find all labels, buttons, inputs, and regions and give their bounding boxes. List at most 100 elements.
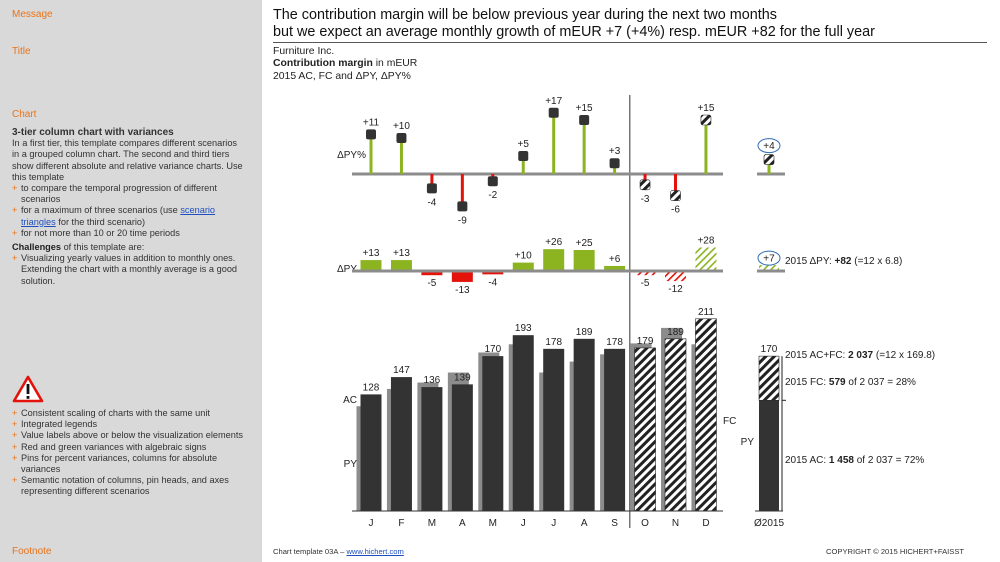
warning-icon: [12, 375, 44, 408]
use-bullet-list: to compare the temporal progression of d…: [12, 183, 244, 239]
column-value-label: 189: [576, 327, 593, 338]
abs-value-label: -5: [641, 278, 650, 289]
abs-variance-bar: [482, 271, 504, 275]
abs-value-label: +6: [609, 254, 621, 265]
scenario-triangles-link[interactable]: scenario triangles: [21, 205, 216, 227]
abs-avg-label: +7: [763, 254, 775, 265]
category-label: J: [369, 518, 374, 529]
abs-value-label: -12: [668, 284, 683, 295]
abs-variance-bar: [451, 271, 473, 282]
challenge-bullet: Visualizing yearly values in addition to…: [12, 253, 244, 287]
column-value-label: 211: [698, 307, 714, 318]
company-name: Furniture Inc.: [273, 46, 335, 57]
ac-column: [421, 387, 443, 511]
abs-value-label: +26: [545, 237, 562, 248]
column-value-label: 136: [424, 375, 441, 386]
warning-bullet: Value labels above or below the visualiz…: [12, 430, 244, 441]
abs-avg-bar: [759, 265, 779, 271]
category-label: F: [398, 518, 404, 529]
pct-pin-head: [396, 133, 407, 143]
ac-legend: AC: [343, 395, 357, 406]
abs-value-label: +28: [697, 235, 714, 246]
column-value-label: 170: [484, 344, 501, 355]
pct-value-label: +10: [393, 121, 410, 132]
py-avg-legend: PY: [741, 437, 755, 448]
pct-value-label: -4: [427, 197, 436, 208]
pct-value-label: -2: [488, 190, 497, 201]
category-label: M: [428, 518, 436, 529]
category-label: S: [611, 518, 618, 529]
ac-column: [573, 338, 595, 511]
avg-fc-column: [758, 355, 780, 401]
column-value-label: 139: [454, 372, 471, 383]
column-value-label: 189: [667, 327, 684, 338]
abs-value-label: -5: [427, 278, 436, 289]
measure-title: Contribution margin in mEUR: [273, 58, 417, 70]
abs-value-label: -4: [488, 277, 497, 288]
challenges-rest: of this template are:: [61, 242, 145, 253]
warning-bullet: Red and green variances with algebraic s…: [12, 442, 244, 453]
abs-variance-bar: [573, 250, 595, 271]
fc-column: [664, 338, 687, 512]
warning-bullet: Consistent scaling of charts with the sa…: [12, 408, 244, 419]
avg-total-label: 170: [761, 344, 778, 355]
abs-variance-bar: [360, 260, 382, 271]
use-bullet: to compare the temporal progression of d…: [12, 183, 244, 205]
pct-avg-label: +4: [763, 141, 775, 152]
message-line-2: but we expect an average monthly growth …: [273, 24, 875, 40]
abs-tier-label: ΔPY: [337, 264, 357, 275]
pct-pin-head: [426, 183, 437, 194]
abs-variance-bar: [390, 260, 412, 271]
column-value-label: 178: [545, 337, 562, 348]
abs-annual-annotation: 2015 ΔPY: +82 (=12 x 6.8): [785, 256, 902, 267]
category-label: J: [551, 518, 556, 529]
pct-pin-head: [700, 114, 712, 126]
annual-total-annotation: 2015 AC+FC: 2 037 (=12 x 169.8): [785, 350, 935, 361]
hichert-link[interactable]: www.hichert.com: [346, 547, 404, 556]
pct-pin-head: [487, 176, 498, 187]
warning-bullet: Integrated legends: [12, 419, 244, 430]
message-line-1: The contribution margin will be below pr…: [273, 7, 777, 23]
pct-avg-pin-head: [763, 154, 775, 165]
pct-value-label: +15: [697, 103, 714, 114]
measure-unit: in mEUR: [372, 58, 418, 69]
category-label: M: [489, 518, 497, 529]
abs-variance-bar: [695, 247, 717, 271]
pct-pin-head: [639, 179, 651, 191]
annual-fc-annotation: 2015 FC: 579 of 2 037 = 28%: [785, 377, 916, 388]
warning-bullet-list: Consistent scaling of charts with the sa…: [12, 408, 244, 498]
pct-tier-label: ΔPY%: [337, 150, 366, 161]
abs-value-label: -13: [455, 285, 470, 296]
footer-template-text: Chart template 03A –: [273, 547, 347, 556]
pct-value-label: -9: [458, 215, 467, 226]
column-value-label: 193: [515, 323, 532, 334]
title-label: Title: [12, 46, 31, 57]
pct-pin-head: [548, 107, 559, 118]
abs-variance-bar: [512, 262, 534, 271]
pct-value-label: +15: [576, 103, 593, 114]
pct-pin-head: [518, 151, 529, 161]
pct-pin-head: [457, 201, 468, 212]
pct-avg-ellipse: [757, 138, 781, 154]
challenges-bold: Challenges: [12, 242, 62, 253]
category-label: J: [521, 518, 526, 529]
ac-column: [482, 356, 504, 511]
abs-value-label: +13: [393, 248, 410, 259]
abs-value-label: +13: [363, 248, 380, 259]
fc-column: [634, 347, 656, 512]
ac-column: [512, 335, 534, 511]
ac-column: [451, 384, 473, 511]
pct-value-label: -3: [641, 194, 650, 205]
py-legend: PY: [344, 459, 358, 470]
pct-value-label: +17: [545, 96, 562, 107]
category-label: O: [641, 518, 649, 529]
fc-column: [695, 318, 717, 512]
footer-template: Chart template 03A – www.hichert.com: [273, 547, 404, 556]
pct-pin-head: [670, 190, 681, 201]
warning-bullet: Pins for percent variances, columns for …: [12, 453, 244, 475]
challenges-heading: Challenges of this template are:: [12, 242, 244, 253]
column-value-label: 178: [606, 337, 623, 348]
chart-label: Chart: [12, 109, 37, 120]
category-label: D: [702, 518, 709, 529]
column-value-label: 147: [393, 365, 410, 376]
